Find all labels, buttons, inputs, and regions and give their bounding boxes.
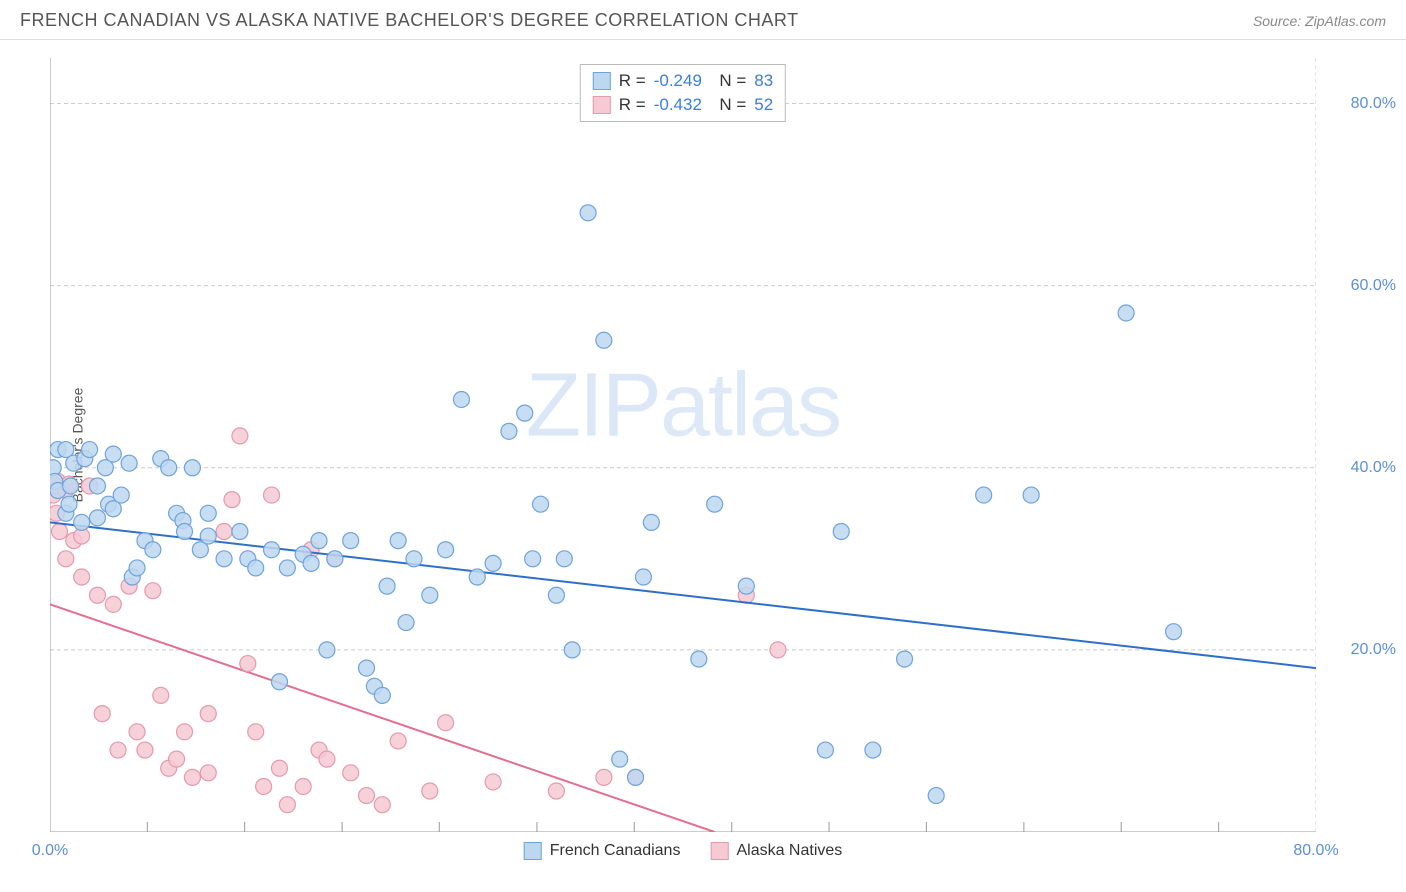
chart-title: FRENCH CANADIAN VS ALASKA NATIVE BACHELO…: [20, 10, 799, 31]
legend-swatch-blue: [593, 72, 611, 90]
source-attribution: Source: ZipAtlas.com: [1253, 13, 1386, 29]
r-value: -0.249: [654, 71, 702, 91]
r-value: -0.432: [654, 95, 702, 115]
chart-area: Bachelor's Degree ZIPatlas R = -0.249 N …: [50, 58, 1316, 832]
legend-row: R = -0.432 N = 52: [593, 93, 773, 117]
correlation-legend: R = -0.249 N = 83 R = -0.432 N = 52: [580, 64, 786, 122]
source-link[interactable]: ZipAtlas.com: [1305, 13, 1386, 29]
legend-item: French Canadians: [524, 842, 681, 860]
legend-label: French Canadians: [550, 842, 681, 860]
legend-item: Alaska Natives: [710, 842, 842, 860]
y-tick-label: 60.0%: [1351, 277, 1396, 295]
legend-swatch-pink: [593, 96, 611, 114]
y-tick-label: 20.0%: [1351, 641, 1396, 659]
n-value: 52: [754, 95, 773, 115]
chart-header: FRENCH CANADIAN VS ALASKA NATIVE BACHELO…: [0, 0, 1406, 40]
legend-swatch-blue: [524, 842, 542, 860]
x-tick-label: 80.0%: [1293, 842, 1338, 860]
n-value: 83: [754, 71, 773, 91]
legend-row: R = -0.249 N = 83: [593, 69, 773, 93]
y-tick-label: 80.0%: [1351, 95, 1396, 113]
legend-swatch-pink: [710, 842, 728, 860]
y-tick-label: 40.0%: [1351, 459, 1396, 477]
x-tick-label: 0.0%: [32, 842, 68, 860]
scatter-plot: [50, 58, 1316, 832]
legend-label: Alaska Natives: [736, 842, 842, 860]
series-legend: French Canadians Alaska Natives: [524, 842, 843, 860]
